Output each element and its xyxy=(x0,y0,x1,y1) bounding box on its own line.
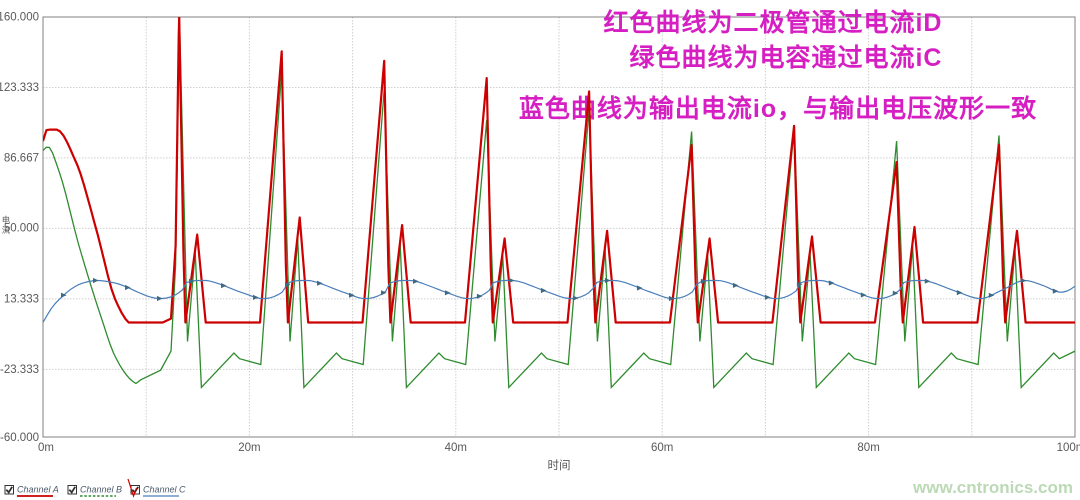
svg-text:86.667: 86.667 xyxy=(4,153,39,165)
svg-text:0m: 0m xyxy=(38,442,54,454)
svg-text:123.333: 123.333 xyxy=(0,82,39,94)
svg-text:20m: 20m xyxy=(238,442,260,454)
svg-text:100m: 100m xyxy=(1057,442,1080,454)
svg-text:红色曲线为二极管通过电流iD: 红色曲线为二极管通过电流iD xyxy=(603,8,942,37)
svg-text:Channel B: Channel B xyxy=(80,485,122,495)
svg-text:绿色曲线为电容通过电流iC: 绿色曲线为电容通过电流iC xyxy=(629,43,942,72)
svg-text:-23.333: -23.333 xyxy=(0,364,39,376)
svg-text:时间: 时间 xyxy=(548,459,571,472)
svg-text:13.333: 13.333 xyxy=(4,294,39,306)
svg-text:-60.000: -60.000 xyxy=(0,432,39,444)
svg-text:Channel A: Channel A xyxy=(17,485,59,495)
svg-text:Channel C: Channel C xyxy=(143,485,186,495)
svg-text:160.000: 160.000 xyxy=(0,12,39,24)
svg-text:40m: 40m xyxy=(445,442,467,454)
svg-text:www.cntronics.com: www.cntronics.com xyxy=(912,478,1073,497)
svg-text:80m: 80m xyxy=(857,442,879,454)
svg-text:流: 流 xyxy=(2,225,11,235)
svg-text:60m: 60m xyxy=(651,442,673,454)
svg-text:电: 电 xyxy=(2,215,11,225)
svg-text:蓝色曲线为输出电流io，与输出电压波形一致: 蓝色曲线为输出电流io，与输出电压波形一致 xyxy=(519,94,1037,123)
